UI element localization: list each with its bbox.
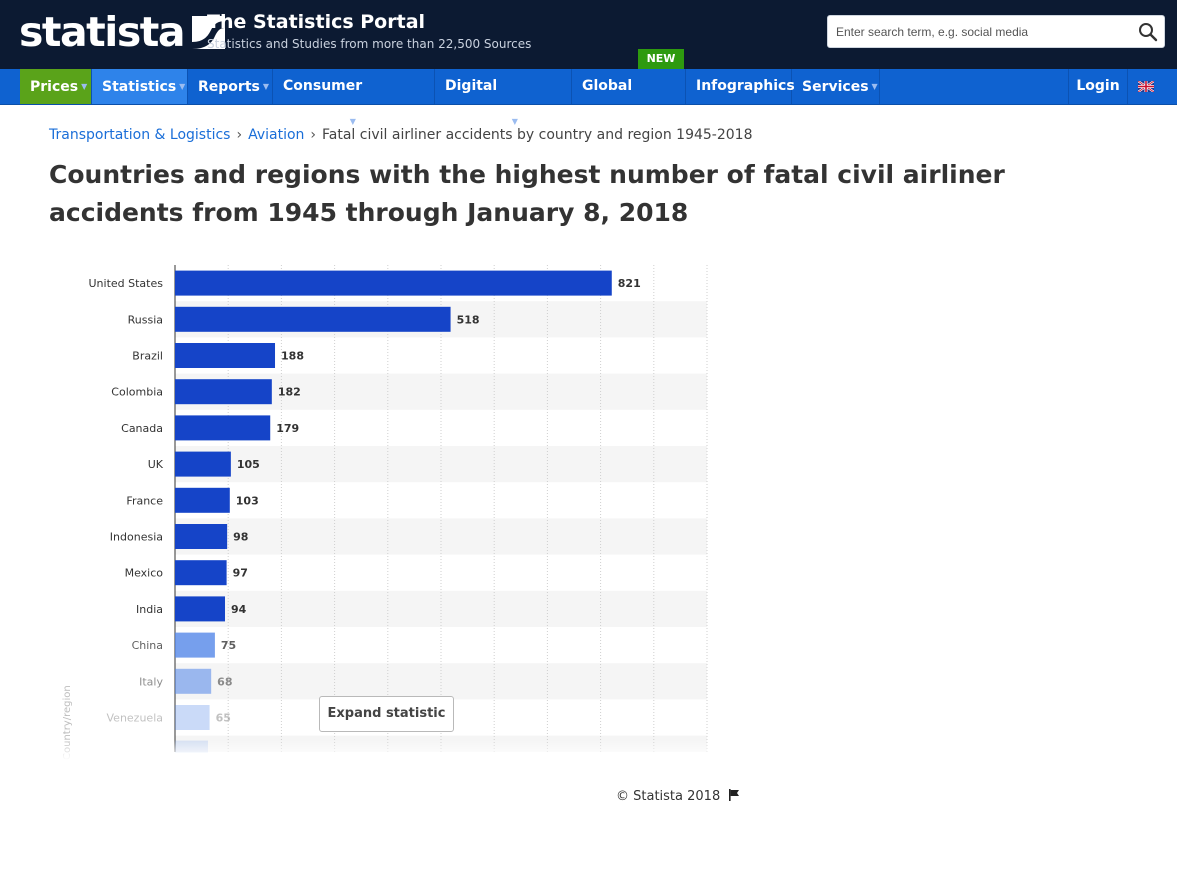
statista-logo[interactable]: statista [19,10,225,54]
nav-prices-label: Prices [30,79,79,95]
value-label: 94 [231,603,247,616]
chevron-down-icon: ▼ [511,117,518,126]
chevron-down-icon: ▼ [179,82,186,91]
search-box [827,15,1165,48]
category-label: Brazil [132,350,163,363]
chevron-down-icon: ▼ [81,82,88,91]
nav-infographics[interactable]: Infographics [686,69,795,104]
nav-infographics-label: Infographics [696,78,795,94]
bar [175,343,276,368]
bar [175,487,230,513]
search-input[interactable] [836,23,1126,41]
category-label: Canada [121,422,163,435]
nav-global-survey[interactable]: Global Survey [572,69,686,129]
logo-mark-icon [192,15,225,49]
breadcrumb-current: Fatal civil airliner accidents by countr… [322,127,753,143]
nav-global-survey-label: Global Survey [582,78,637,129]
chevron-down-icon: ▼ [349,117,356,126]
uk-flag-icon[interactable] [1138,81,1154,92]
nav-statistics-label: Statistics [102,79,177,95]
nav-services[interactable]: Services ▼ [792,69,880,104]
search-icon[interactable] [1138,22,1158,42]
nav-reports[interactable]: Reports ▼ [188,69,273,104]
category-label: Venezuela [107,712,164,725]
copyright-text: © Statista 2018 [616,789,721,804]
value-label: 68 [217,675,232,688]
chevron-down-icon: ▼ [871,82,878,91]
bar [175,705,210,730]
main-nav: Prices ▼ Statistics ▼ Reports ▼ Consumer Ma… [0,69,1177,130]
category-label: Russia [128,313,163,326]
portal-subtitle: Statistics and Studies from more than 22… [207,37,532,51]
nav-digital-markets-label: Digital Markets [445,78,509,130]
breadcrumb-separator: › [310,127,317,143]
flag-icon[interactable] [728,789,740,801]
value-label: 98 [233,531,248,544]
nav-statistics[interactable]: Statistics ▼ [92,69,188,104]
category-label: Italy [139,675,163,688]
nav-digital-markets[interactable]: Digital Markets ▼ [435,69,572,130]
bar [175,560,227,586]
value-label: 179 [276,422,299,435]
nav-services-label: Services [802,79,869,95]
site-header: statista The Statistics Portal Statistic… [0,0,1177,69]
value-label: 103 [236,494,259,507]
bar [175,306,451,332]
nav-reports-label: Reports [198,79,260,95]
bar [175,451,231,477]
logo-text: statista [19,8,186,56]
category-label: France [126,494,163,507]
chevron-down-icon: ▼ [262,82,270,91]
category-label: Colombia [111,386,163,399]
category-label: Indonesia [110,531,163,544]
page-title: Countries and regions with the highest n… [49,160,1005,227]
chart-fade-overlay [30,740,730,760]
breadcrumb-aviation[interactable]: Aviation [248,127,305,143]
value-label: 97 [233,567,248,580]
bar [175,524,228,549]
row-band [175,590,707,627]
bar [175,379,272,405]
breadcrumb-separator: › [236,127,243,143]
nav-consumer-markets[interactable]: Consumer Markets ▼ [273,69,435,130]
row-band [175,663,707,700]
new-badge: NEW [638,49,684,69]
nav-consumer-markets-label: Consumer Markets [283,78,363,130]
category-label: United States [89,277,164,290]
row-band [175,518,707,555]
login-link[interactable]: Login [1068,69,1128,104]
expand-statistic-button[interactable]: Expand statistic [319,696,454,732]
value-label: 182 [278,386,301,399]
value-label: 821 [618,277,641,290]
value-label: 188 [281,350,304,363]
category-label: UK [148,458,164,471]
bar [175,668,212,694]
category-label: Mexico [125,567,164,580]
value-label: 518 [457,313,480,326]
bar [175,596,226,622]
row-band [175,446,707,483]
bar [175,270,612,296]
value-label: 75 [221,639,236,652]
breadcrumb: Transportation & Logistics › Aviation › Fata… [49,127,752,143]
category-label: China [132,639,163,652]
value-label: 65 [216,712,231,725]
nav-prices[interactable]: Prices ▼ [20,69,92,104]
portal-title: The Statistics Portal [207,11,426,33]
bar [175,415,271,441]
copyright: © Statista 2018 [616,789,740,804]
bar [175,632,215,658]
value-label: 105 [237,458,260,471]
breadcrumb-transportation[interactable]: Transportation & Logistics [49,127,231,143]
category-label: India [136,603,163,616]
